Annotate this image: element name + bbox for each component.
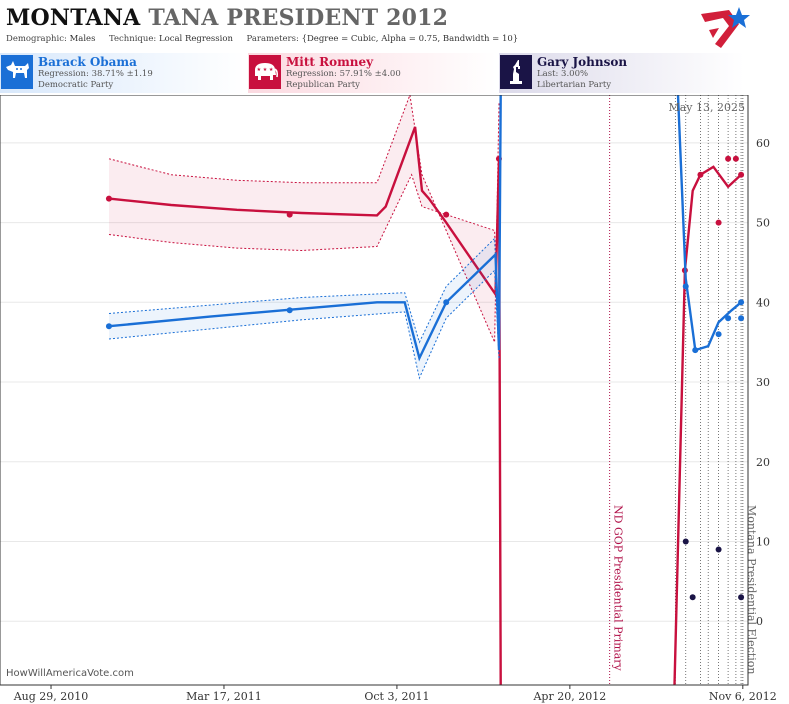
candidate-name: Mitt Romney bbox=[286, 55, 374, 69]
data-point bbox=[286, 307, 293, 314]
site-logo-icon bbox=[701, 7, 750, 48]
upper-bound-line bbox=[108, 237, 500, 344]
trend-line-recent bbox=[676, 95, 742, 352]
data-point bbox=[715, 219, 722, 226]
technique-value: Local Regression bbox=[158, 34, 233, 44]
x-tick-label: Aug 29, 2010 bbox=[13, 690, 89, 703]
y-tick-label: 40 bbox=[756, 296, 770, 309]
data-point bbox=[697, 171, 704, 178]
y-tick-label: 50 bbox=[756, 217, 770, 230]
plot-frame bbox=[0, 95, 749, 686]
y-axis: 0 10 20 30 40 50 60 bbox=[756, 137, 770, 628]
candidate-party: Democratic Party bbox=[38, 80, 114, 90]
parameters-label: Parameters: bbox=[246, 34, 299, 44]
chart-header: MONTANA TANA PRESIDENT 2012 Demographic:… bbox=[0, 0, 789, 52]
title-state: MONTANA bbox=[6, 5, 141, 31]
candidate-name: Gary Johnson bbox=[537, 55, 628, 69]
data-point bbox=[725, 155, 732, 162]
candidate-party: Republican Party bbox=[286, 80, 360, 90]
data-point bbox=[725, 315, 732, 322]
data-point bbox=[692, 347, 699, 354]
event-label: Montana Presidential Election bbox=[745, 505, 758, 674]
data-point bbox=[286, 211, 293, 218]
parameters-value: {Degree = Cubic, Alpha = 0.75, Bandwidth… bbox=[301, 34, 519, 44]
data-point bbox=[715, 331, 722, 338]
data-point bbox=[682, 538, 689, 545]
y-tick-label: 20 bbox=[756, 456, 770, 469]
legend-item-obama: Barack Obama Regression: 38.71% ±1.19 De… bbox=[0, 53, 245, 93]
data-point bbox=[738, 299, 745, 306]
title-rest: TANA PRESIDENT 2012 bbox=[148, 5, 449, 31]
data-point bbox=[443, 299, 450, 306]
data-point bbox=[738, 171, 745, 178]
plot-area bbox=[105, 95, 745, 685]
y-tick-label: 10 bbox=[756, 535, 770, 548]
event-label: ND GOP Presidential Primary bbox=[612, 505, 625, 672]
data-point bbox=[738, 594, 745, 601]
data-point bbox=[689, 594, 696, 601]
poll-chart: ND GOP Presidential Primary Montana Presi… bbox=[0, 95, 777, 703]
demographic-value: Males bbox=[69, 34, 96, 44]
data-point bbox=[732, 155, 739, 162]
x-axis: Aug 29, 2010 Mar 17, 2011 Oct 3, 2011 Apr 2… bbox=[13, 685, 777, 703]
lower-bound-line bbox=[108, 269, 500, 380]
candidate-regression: Regression: 38.71% ±1.19 bbox=[38, 69, 153, 79]
data-point bbox=[443, 211, 450, 218]
x-tick-label: Nov 6, 2012 bbox=[709, 690, 777, 703]
demographic-label: Demographic: bbox=[6, 34, 67, 44]
legend-item-johnson: Gary Johnson Last: 3.00% Libertarian Par… bbox=[499, 53, 744, 93]
event-lines: ND GOP Presidential Primary Montana Presi… bbox=[609, 95, 758, 685]
elephant-icon: ★ ★ ★ bbox=[249, 55, 281, 89]
date-stamp: May 13, 2025 bbox=[668, 101, 745, 114]
candidate-party: Libertarian Party bbox=[537, 80, 612, 90]
x-tick-label: Mar 17, 2011 bbox=[186, 690, 262, 703]
parameter-line: Demographic: Males Technique: Local Regr… bbox=[6, 34, 518, 44]
candidate-last: Last: 3.00% bbox=[537, 69, 589, 79]
y-tick-label: 60 bbox=[756, 137, 770, 150]
legend-item-romney: ★ ★ ★ Mitt Romney Regression: 57.91% ±4.… bbox=[248, 53, 496, 93]
data-point bbox=[105, 323, 112, 330]
trend-line bbox=[108, 95, 502, 362]
svg-text:★ ★ ★: ★ ★ ★ bbox=[257, 67, 274, 73]
data-point bbox=[105, 195, 112, 202]
source-credit: HowWillAmericaVote.com bbox=[6, 668, 134, 679]
page-title: MONTANA TANA PRESIDENT 2012 bbox=[6, 5, 448, 31]
y-tick-label: 0 bbox=[756, 615, 763, 628]
y-tick-label: 30 bbox=[756, 376, 770, 389]
lower-bound-line bbox=[108, 173, 500, 359]
x-tick-label: Oct 3, 2011 bbox=[364, 690, 429, 703]
data-point bbox=[682, 283, 689, 290]
x-tick-label: Apr 20, 2012 bbox=[532, 690, 606, 703]
donkey-icon bbox=[1, 55, 33, 89]
data-point bbox=[738, 315, 745, 322]
candidate-legend: Barack Obama Regression: 38.71% ±1.19 De… bbox=[0, 53, 789, 93]
trend-line bbox=[108, 126, 502, 685]
data-point bbox=[715, 546, 722, 553]
statue-of-liberty-icon bbox=[500, 55, 532, 89]
candidate-name: Barack Obama bbox=[38, 55, 137, 69]
technique-label: Technique: bbox=[108, 34, 157, 44]
candidate-regression: Regression: 57.91% ±4.00 bbox=[286, 69, 401, 79]
